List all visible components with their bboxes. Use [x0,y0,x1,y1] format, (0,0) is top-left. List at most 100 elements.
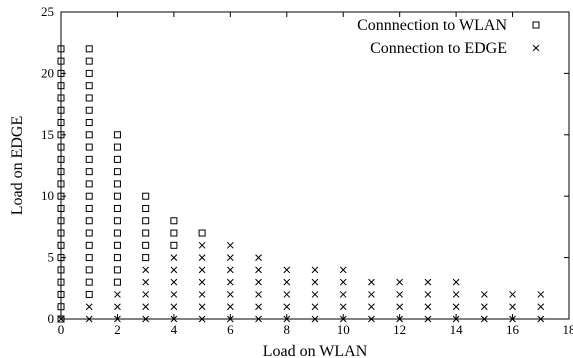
y-tick-label: 10 [41,188,54,203]
plot-frame [60,11,570,320]
point-edge [226,241,234,249]
point-wlan [85,217,93,225]
point-edge [396,303,404,311]
point-wlan [85,57,93,65]
point-wlan [113,254,121,262]
point-edge [198,315,206,323]
point-wlan [85,229,93,237]
point-edge [283,278,291,286]
point-edge [255,266,262,274]
point-wlan [57,204,65,212]
point-wlan [57,241,65,249]
point-wlan [57,168,65,176]
point-edge [57,315,65,323]
point-wlan [85,45,93,53]
point-edge [368,315,375,323]
point-wlan [57,82,65,90]
data-points [57,45,545,323]
point-wlan [85,290,93,298]
point-edge [226,303,234,311]
point-edge [311,266,319,274]
point-wlan [57,254,65,262]
point-wlan [113,266,121,274]
point-wlan [85,155,93,163]
legend: Connnection to WLAN Connection to EDGE [357,17,540,57]
x-tick-label: 10 [337,322,350,337]
point-wlan [532,21,540,29]
point-wlan [57,278,65,286]
point-edge [424,291,432,298]
point-wlan [142,254,150,262]
point-edge [311,303,319,311]
x-tick-label: 0 [58,322,65,337]
x-tick-label: 12 [393,322,406,337]
point-wlan [113,180,121,188]
point-wlan [113,155,121,163]
point-wlan [85,143,93,151]
y-tick-label: 25 [41,4,54,19]
x-tick-label: 4 [171,322,178,337]
point-wlan [57,290,65,298]
point-edge [170,315,178,323]
point-edge [198,254,206,261]
point-edge [424,278,432,286]
point-edge [396,315,404,323]
point-edge [424,303,432,311]
point-edge [142,278,150,286]
point-edge [480,315,488,323]
point-edge [170,291,178,298]
point-edge [114,303,121,311]
point-wlan [142,192,150,200]
y-axis-label: Load on EDGE [9,116,26,216]
point-edge [537,291,545,298]
point-edge [142,315,150,323]
x-tick-label: 18 [563,322,573,337]
point-edge [537,315,545,323]
point-edge [452,303,460,311]
point-wlan [57,45,65,53]
point-wlan [113,192,121,200]
point-wlan [85,254,93,262]
point-edge [339,303,347,311]
point-edge [170,303,178,311]
point-wlan [85,266,93,274]
point-edge [339,315,347,323]
point-wlan [113,278,121,286]
point-wlan [142,241,150,249]
point-edge [283,266,291,274]
point-edge [368,303,375,311]
point-wlan [57,143,65,151]
point-edge [198,291,206,298]
point-wlan [142,217,150,225]
point-edge [532,44,540,52]
x-tick-label: 16 [506,322,520,337]
point-edge [142,303,150,311]
point-wlan [57,106,65,114]
point-edge [198,278,206,286]
point-wlan [85,241,93,249]
point-edge [368,291,375,298]
point-wlan [113,241,121,249]
point-edge [85,315,93,323]
point-edge [537,303,545,311]
point-edge [509,315,516,323]
point-wlan [85,278,93,286]
point-wlan [113,143,121,151]
point-wlan [57,217,65,225]
point-wlan [142,229,150,237]
point-wlan [85,106,93,114]
point-wlan [57,94,65,102]
point-edge [311,278,319,286]
point-edge [311,291,319,298]
point-wlan [85,168,93,176]
point-edge [142,291,150,298]
x-tick-label: 2 [114,322,121,337]
point-wlan [113,168,121,176]
point-edge [283,291,291,298]
point-edge [396,291,404,298]
point-wlan [85,94,93,102]
point-wlan [113,131,121,139]
point-wlan [85,180,93,188]
point-edge [226,278,234,286]
